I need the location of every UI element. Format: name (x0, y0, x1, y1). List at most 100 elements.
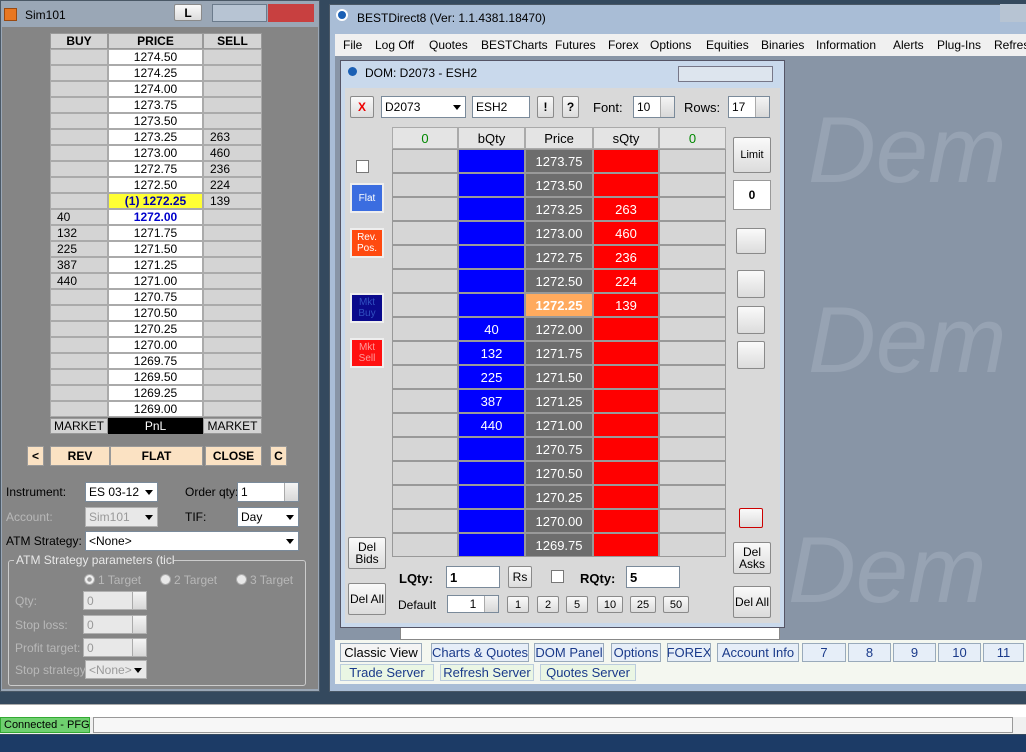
empty-cell[interactable] (659, 317, 726, 341)
buy-cell[interactable]: 132 (50, 225, 108, 241)
buy-cell[interactable] (50, 321, 108, 337)
ask-cell[interactable]: 263 (593, 197, 659, 221)
price-cell[interactable]: 1270.50 (525, 461, 593, 485)
lqty-input[interactable]: 1 (446, 566, 500, 588)
price-cell[interactable]: 1273.75 (525, 149, 593, 173)
lock-button[interactable]: L (174, 4, 202, 21)
price-cell[interactable]: 1270.50 (108, 305, 203, 321)
buy-cell[interactable] (50, 97, 108, 113)
sell-cell[interactable] (203, 209, 262, 225)
tab[interactable]: 7 (802, 643, 846, 662)
quick-qty-button[interactable]: 1 (507, 596, 529, 613)
menu-item[interactable]: Alerts (893, 38, 924, 52)
sell-cell[interactable]: 460 (203, 145, 262, 161)
price-cell[interactable]: 1273.50 (108, 113, 203, 129)
font-input[interactable]: 10 (633, 96, 675, 118)
tab[interactable]: Options (611, 643, 661, 662)
empty-cell[interactable] (659, 269, 726, 293)
bid-cell[interactable] (458, 149, 525, 173)
bid-cell[interactable]: 440 (458, 413, 525, 437)
ask-cell[interactable]: 224 (593, 269, 659, 293)
price-cell[interactable]: 1273.00 (525, 221, 593, 245)
price-cell[interactable]: 1273.25 (108, 129, 203, 145)
account-select[interactable]: D2073 (381, 96, 466, 118)
empty-cell[interactable] (392, 485, 458, 509)
price-cell[interactable]: (1) 1272.25 (108, 193, 203, 209)
price-cell[interactable]: 1271.50 (108, 241, 203, 257)
menu-item[interactable]: File (343, 38, 363, 52)
tab[interactable]: DOM Panel (534, 643, 604, 662)
sell-cell[interactable] (203, 241, 262, 257)
ask-cell[interactable] (593, 365, 659, 389)
action-button[interactable]: Mkt Buy (350, 293, 384, 323)
del-button[interactable]: Del All (733, 586, 771, 618)
icon-button[interactable] (737, 306, 765, 334)
bid-cell[interactable] (458, 461, 525, 485)
buy-cell[interactable] (50, 81, 108, 97)
bid-cell[interactable] (458, 533, 525, 557)
bid-cell[interactable]: 387 (458, 389, 525, 413)
menu-item[interactable]: Forex (608, 38, 639, 52)
empty-cell[interactable] (392, 149, 458, 173)
price-cell[interactable]: 1274.50 (108, 49, 203, 65)
empty-cell[interactable] (392, 197, 458, 221)
empty-cell[interactable] (659, 461, 726, 485)
empty-cell[interactable] (392, 269, 458, 293)
sell-cell[interactable] (203, 305, 262, 321)
radio[interactable] (236, 574, 247, 585)
menu-item[interactable]: Information (816, 38, 877, 52)
bid-cell[interactable] (458, 197, 525, 221)
price-cell[interactable]: 1272.00 (108, 209, 203, 225)
lock-button[interactable] (736, 228, 766, 254)
price-cell[interactable]: 1270.25 (108, 321, 203, 337)
sell-cell[interactable] (203, 81, 262, 97)
icon-button[interactable] (739, 508, 763, 528)
empty-cell[interactable] (659, 149, 726, 173)
buy-cell[interactable] (50, 65, 108, 81)
sell-cell[interactable]: 224 (203, 177, 262, 193)
empty-cell[interactable] (392, 365, 458, 389)
quick-qty-button[interactable]: 50 (663, 596, 689, 613)
sell-cell[interactable] (203, 225, 262, 241)
menu-item[interactable]: Plug-Ins (937, 38, 982, 52)
symbol-input[interactable]: ESH2 (472, 96, 530, 118)
buy-cell[interactable] (50, 369, 108, 385)
server-tab[interactable]: Trade Server (340, 664, 434, 681)
empty-cell[interactable] (392, 437, 458, 461)
bid-cell[interactable]: 132 (458, 341, 525, 365)
ask-cell[interactable] (593, 461, 659, 485)
del-button[interactable]: Del Asks (733, 542, 771, 574)
buy-cell[interactable]: 387 (50, 257, 108, 273)
sell-cell[interactable] (203, 65, 262, 81)
price-cell[interactable]: 1273.25 (525, 197, 593, 221)
buy-cell[interactable]: 225 (50, 241, 108, 257)
dom-close[interactable]: X (350, 96, 374, 118)
price-cell[interactable]: 1272.50 (108, 177, 203, 193)
menu-item[interactable]: Binaries (761, 38, 805, 52)
param-input[interactable]: 0 (83, 638, 147, 657)
price-cell[interactable]: 1273.00 (108, 145, 203, 161)
bid-cell[interactable] (458, 485, 525, 509)
buy-cell[interactable] (50, 353, 108, 369)
order-button[interactable]: CLOSE (205, 446, 262, 466)
quick-qty-button[interactable]: 10 (597, 596, 623, 613)
empty-cell[interactable] (392, 317, 458, 341)
sell-cell[interactable]: 263 (203, 129, 262, 145)
param-input[interactable]: 0 (83, 615, 147, 634)
sell-cell[interactable] (203, 321, 262, 337)
tab[interactable]: 9 (893, 643, 936, 662)
menu-item[interactable]: Futures (555, 38, 596, 52)
empty-cell[interactable] (659, 173, 726, 197)
sell-cell[interactable] (203, 97, 262, 113)
empty-cell[interactable] (659, 533, 726, 557)
empty-cell[interactable] (392, 173, 458, 197)
empty-cell[interactable] (659, 389, 726, 413)
ask-cell[interactable] (593, 317, 659, 341)
quick-qty-button[interactable]: 5 (566, 596, 588, 613)
ask-cell[interactable] (593, 389, 659, 413)
stop-strategy-select[interactable]: <None> (85, 660, 147, 679)
bid-cell[interactable] (458, 293, 525, 317)
empty-cell[interactable] (392, 293, 458, 317)
sell-cell[interactable] (203, 289, 262, 305)
price-cell[interactable]: 1271.75 (108, 225, 203, 241)
